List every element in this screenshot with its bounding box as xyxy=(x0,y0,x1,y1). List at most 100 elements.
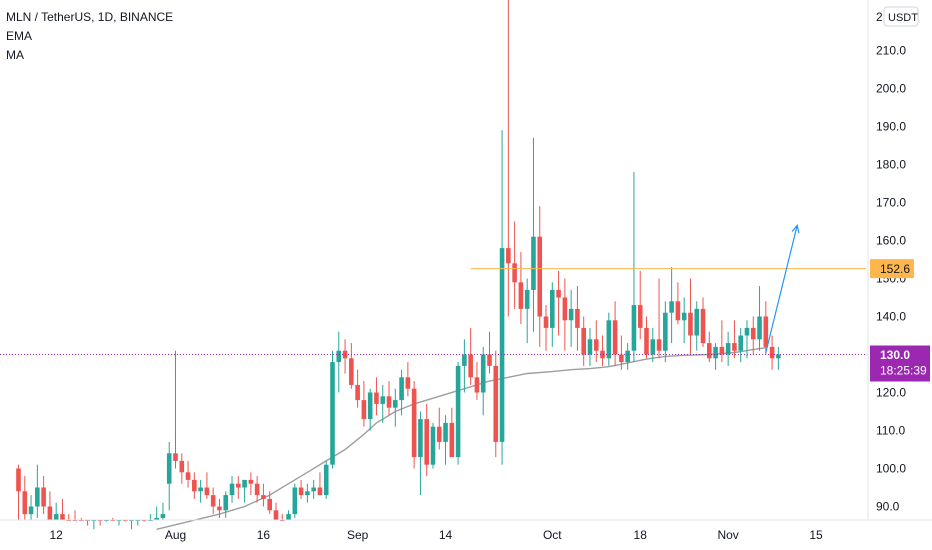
candle xyxy=(694,301,700,351)
levels-layer xyxy=(0,268,866,355)
candle-body xyxy=(455,365,461,458)
candle xyxy=(550,282,555,347)
candle xyxy=(349,343,354,389)
candle-body xyxy=(405,377,411,389)
candle-body xyxy=(298,487,304,496)
candle-body xyxy=(719,346,725,355)
candle xyxy=(223,491,229,518)
candle-body xyxy=(600,350,605,359)
candle-body xyxy=(399,377,404,401)
candle-body xyxy=(776,354,781,359)
candles-layer xyxy=(16,0,781,530)
candle-body xyxy=(556,289,561,298)
currency-button[interactable]: USDT xyxy=(883,6,919,27)
candle xyxy=(60,498,65,520)
candle-body xyxy=(531,236,536,290)
x-tick-label: Nov xyxy=(717,528,738,542)
candle-body xyxy=(380,396,386,404)
candle-body xyxy=(744,327,750,336)
candle xyxy=(568,289,574,347)
y-tick-label: 190.0 xyxy=(876,120,906,134)
candle-body xyxy=(254,483,260,496)
candle xyxy=(663,301,668,363)
candle xyxy=(380,384,386,423)
candle xyxy=(436,407,442,450)
candle xyxy=(719,320,725,363)
candle-body xyxy=(750,327,756,340)
candle-body xyxy=(35,487,40,507)
candle xyxy=(135,520,141,526)
current-price-text: 130.0 xyxy=(880,348,910,362)
chart-legend: MLN / TetherUS, 1D, BINANCE EMA MA xyxy=(6,8,173,65)
candle-body xyxy=(550,289,555,328)
candle-body xyxy=(637,305,643,328)
candle-body xyxy=(236,483,241,488)
candle xyxy=(405,362,411,397)
candle xyxy=(97,520,103,526)
candle xyxy=(411,381,417,469)
candle xyxy=(22,476,28,520)
ema-indicator-label[interactable]: EMA xyxy=(6,29,33,43)
candle xyxy=(669,267,674,344)
candle xyxy=(342,339,348,374)
candle-body xyxy=(28,506,34,515)
projection-arrow-head xyxy=(791,223,800,234)
candle xyxy=(399,369,404,416)
candle xyxy=(757,286,762,351)
candle xyxy=(229,476,235,503)
candle xyxy=(468,327,473,385)
candle xyxy=(323,460,329,499)
candle xyxy=(254,476,260,503)
candle xyxy=(298,479,304,499)
candle xyxy=(518,251,524,325)
candle xyxy=(480,346,486,416)
candle xyxy=(355,369,360,408)
price-scale-top-label: 2 xyxy=(876,10,883,24)
candle xyxy=(537,206,543,347)
candle-body xyxy=(700,308,706,344)
candle xyxy=(493,350,499,458)
y-tick-label: 210.0 xyxy=(876,44,906,58)
candle-body xyxy=(738,335,743,351)
candle xyxy=(85,520,90,526)
projection-arrow-line[interactable] xyxy=(765,225,798,353)
candle-body xyxy=(286,514,291,520)
candle xyxy=(581,316,586,366)
candle xyxy=(769,335,775,370)
candle-body xyxy=(311,487,316,492)
price-axis[interactable]: 90.0100.0110.0120.0130.0140.0150.0160.01… xyxy=(876,44,906,514)
candle-body xyxy=(160,514,166,518)
candle-body xyxy=(436,426,442,442)
candle-body xyxy=(229,483,235,496)
candle xyxy=(600,335,605,366)
candle-body xyxy=(606,320,612,359)
candle-body xyxy=(568,308,574,321)
candle xyxy=(367,388,373,431)
candle-body xyxy=(305,491,310,496)
candle-body xyxy=(518,282,524,309)
candle-body xyxy=(411,388,417,458)
candle-body xyxy=(493,365,499,442)
time-axis[interactable]: 12 Aug 16 Sep 14 Oct 18 Nov 15 xyxy=(50,528,824,542)
candle xyxy=(763,301,769,355)
candle xyxy=(317,472,323,496)
candle xyxy=(587,327,593,366)
candle xyxy=(129,520,134,530)
candle xyxy=(393,388,398,427)
candle-body xyxy=(317,487,323,496)
candle-body xyxy=(355,384,360,401)
candle-body xyxy=(462,354,467,366)
candle xyxy=(185,460,191,488)
candle-body xyxy=(173,453,178,461)
candle xyxy=(631,172,637,363)
candle xyxy=(593,320,599,363)
candle-body xyxy=(663,312,668,351)
ma-indicator-label[interactable]: MA xyxy=(6,48,24,62)
symbol-title[interactable]: MLN / TetherUS, 1D, BINANCE xyxy=(6,10,174,24)
y-tick-label: 120.0 xyxy=(876,386,906,400)
candle-body xyxy=(474,377,480,393)
candle xyxy=(336,331,342,393)
candle-body xyxy=(418,419,423,458)
candle-body xyxy=(336,350,342,363)
